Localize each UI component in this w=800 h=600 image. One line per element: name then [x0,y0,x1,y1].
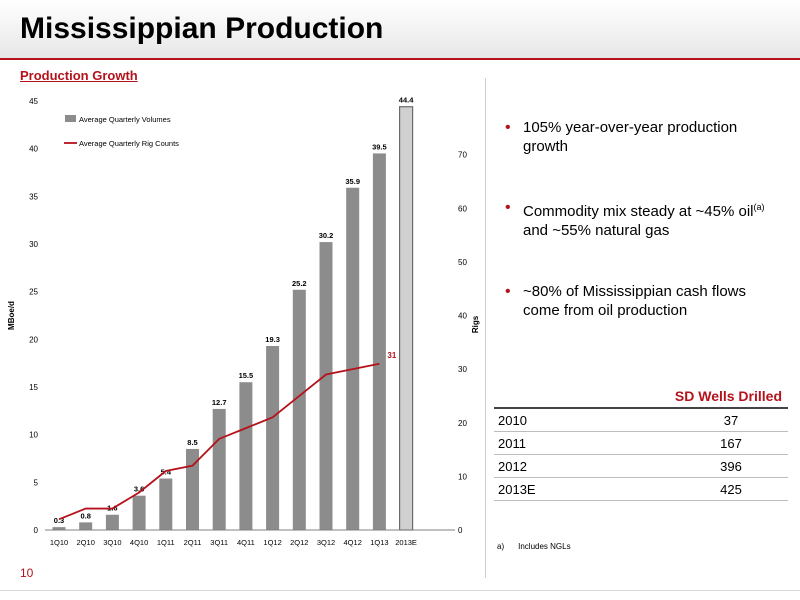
bar-value-label: 35.9 [345,177,360,186]
x-tick-label: 1Q12 [263,538,281,547]
table-row: 2010 37 [494,408,788,432]
x-tick-label: 4Q12 [344,538,362,547]
y2-tick-label: 30 [458,365,467,374]
y-tick-label: 35 [29,192,38,201]
x-tick-label: 4Q11 [237,538,255,547]
x-tick-label: 1Q13 [370,538,388,547]
bar-value-label: 15.5 [239,371,254,380]
bullet-production-growth: 105% year-over-year production growth [505,118,785,156]
section-divider [485,78,486,578]
bar [52,527,66,530]
y2-tick-label: 20 [458,419,467,428]
page-title: Mississippian Production [20,12,384,45]
y2-tick-label: 40 [458,312,467,321]
bar-value-label: 39.5 [372,142,387,151]
y-tick-label: 0 [34,526,39,535]
bar-value-label: 3.6 [134,485,144,494]
table-row: 2011 167 [494,431,788,455]
bullet-commodity-mix: Commodity mix steady at ~45% oil(a) and … [505,198,785,240]
title-divider [0,58,800,60]
bar-value-label: 0.8 [80,511,90,520]
bar [292,289,306,530]
y-tick-label: 15 [29,383,38,392]
bar [105,514,119,530]
y2-tick-label: 60 [458,204,467,213]
bar [132,495,146,530]
bar [159,478,173,530]
production-chart: 0 5 10 15 20 25 30 35 40 45 0 10 20 30 40 50 60 70 MBoe/d R… [7,96,480,547]
x-tick-label: 2Q10 [77,538,95,547]
bottom-divider [0,590,800,591]
table-row: 2012 396 [494,454,788,478]
y-axis-title: MBoe/d [7,301,16,330]
y-tick-label: 40 [29,145,38,154]
x-tick-label: 4Q10 [130,538,148,547]
title-bar [0,0,800,60]
page-number: 10 [20,566,34,580]
bar [372,153,386,530]
bar-value-label: 25.2 [292,279,307,288]
x-tick-label: 3Q10 [103,538,121,547]
bar-value-label: 8.5 [187,438,197,447]
wells-drilled-table: SD Wells Drilled 2010 37 2011 167 2012 396 … [494,386,788,501]
bar [79,522,93,530]
bar-value-label: 12.7 [212,398,227,407]
y-tick-label: 20 [29,335,38,344]
y-tick-label: 5 [34,478,39,487]
bullet-cash-flows: ~80% of Mississippian cash flows come fr… [505,282,785,320]
bar [239,382,253,530]
y-tick-label: 30 [29,240,38,249]
bar [212,408,226,530]
x-tick-label: 3Q11 [210,538,228,547]
bar [399,106,414,531]
bar-value-label: 19.3 [265,335,280,344]
footnote-marker: (a) [753,202,765,212]
y2-tick-label: 0 [458,526,463,535]
x-tick-label: 2013E [395,538,417,547]
chart-title: Production Growth [20,68,138,83]
x-tick-label: 1Q10 [50,538,68,547]
y-tick-label: 45 [29,97,38,106]
table-header: SD Wells Drilled [494,386,788,409]
bar [266,346,280,530]
y2-tick-label: 10 [458,472,467,481]
bar [346,187,360,530]
y-tick-label: 25 [29,288,38,297]
x-tick-label: 2Q12 [290,538,308,547]
bar-value-label: 44.4 [399,96,414,105]
bar-value-label: 0.3 [54,516,64,525]
bar-value-label: 30.2 [319,231,334,240]
legend-label-volumes: Average Quarterly Volumes [79,115,171,124]
bullet-list: 105% year-over-year production growth Co… [505,118,785,362]
y2-tick-label: 50 [458,258,467,267]
bar [186,448,199,530]
y-tick-label: 10 [29,431,38,440]
line-end-label: 31 [387,351,396,360]
y2-axis-title: Rigs [471,315,480,333]
footnote: a) Includes NGLs [497,542,571,551]
x-tick-label: 3Q12 [317,538,335,547]
bar-value-label: 5.4 [161,468,172,477]
x-tick-label: 2Q11 [184,538,202,547]
legend-label-rigs: Average Quarterly Rig Counts [79,139,179,148]
y2-tick-label: 70 [458,151,467,160]
table-row: 2013E 425 [494,477,788,501]
rig-count-line [58,362,380,521]
bar [319,242,333,531]
legend-swatch-volumes [65,115,76,122]
x-tick-label: 1Q11 [157,538,175,547]
